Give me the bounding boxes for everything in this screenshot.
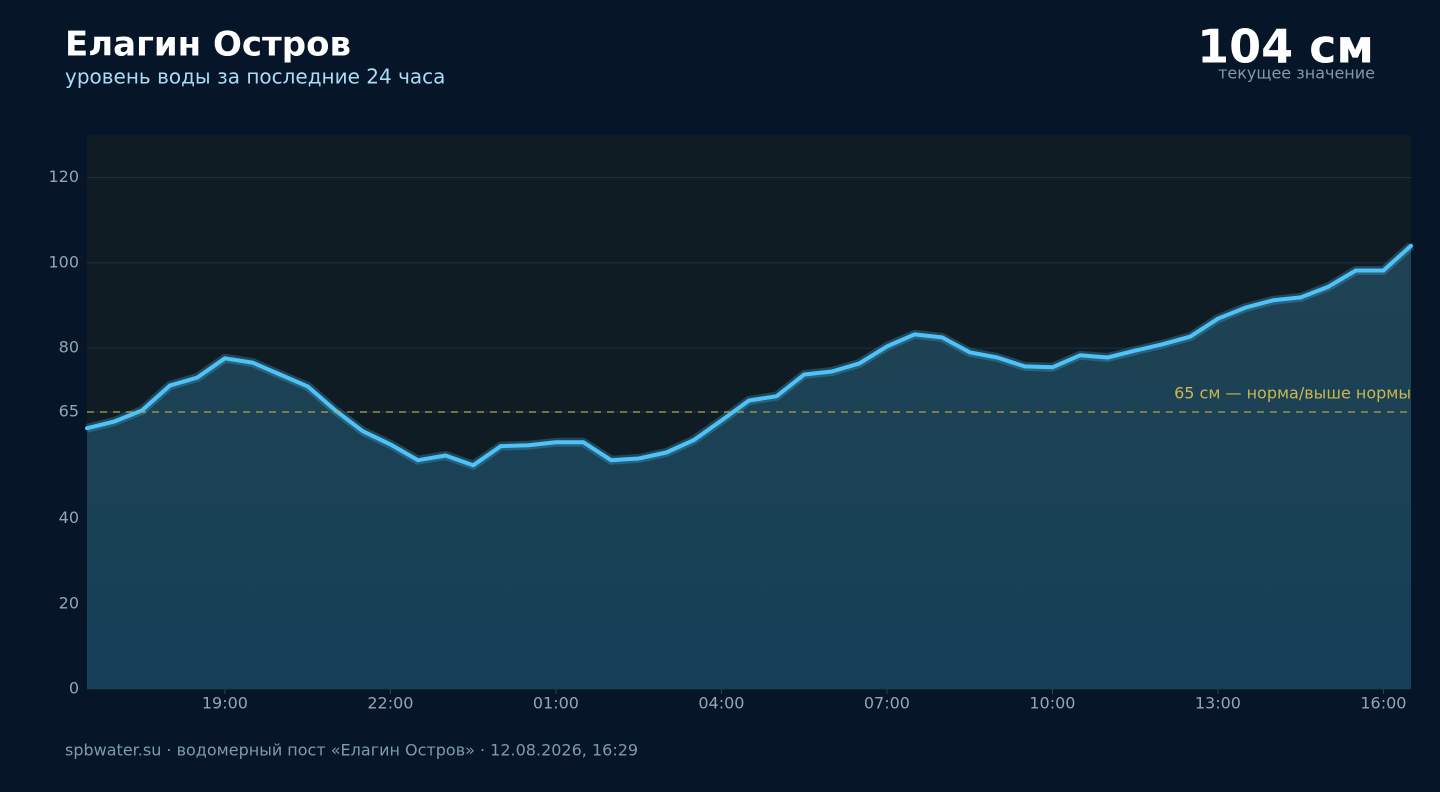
chart-title: Елагин Остров (65, 25, 351, 65)
y-tick-label: 120 (48, 167, 79, 186)
y-tick-label: 20 (59, 593, 79, 612)
x-tick-label: 16:00 (1360, 694, 1406, 713)
x-tick-label: 22:00 (367, 694, 413, 713)
x-tick-label: 01:00 (533, 694, 579, 713)
x-tick-label: 10:00 (1029, 694, 1075, 713)
y-tick-label: 80 (59, 338, 79, 357)
y-tick-label: 65 (59, 402, 79, 421)
current-label: текущее значение (1218, 64, 1375, 83)
x-tick-label: 19:00 (202, 694, 248, 713)
x-tick-label: 13:00 (1195, 694, 1241, 713)
line (85, 243, 1413, 468)
x-tick-label: 04:00 (698, 694, 744, 713)
current-value: 104 см (1197, 20, 1374, 74)
y-tick-label: 0 (69, 679, 79, 698)
threshold-label: 65 см — норма/выше нормы (1174, 384, 1411, 403)
y-tick-label: 100 (48, 252, 79, 271)
chart-subtitle: уровень воды за последние 24 часа (65, 65, 445, 89)
y-tick-label: 40 (59, 508, 79, 527)
source: spbwater.su · водомерный пост «Елагин Ос… (65, 741, 638, 760)
x-tick-label: 07:00 (864, 694, 910, 713)
